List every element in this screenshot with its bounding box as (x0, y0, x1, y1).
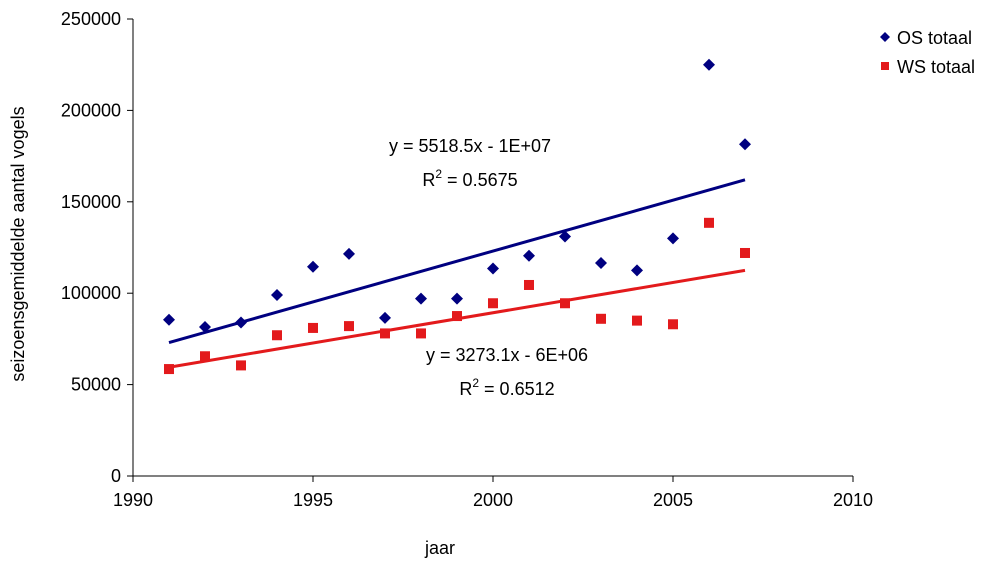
y-tick-label: 200000 (61, 100, 121, 120)
data-point-ws (704, 217, 714, 228)
trendline-equation-os: y = 5518.5x - 1E+07 (389, 136, 551, 156)
trendline-equations: y = 5518.5x - 1E+07 R2 = 0.5675 y = 3273.1… (389, 136, 588, 399)
trendlines (168, 178, 746, 369)
y-tick-label: 50000 (71, 375, 121, 395)
data-point-os (631, 264, 643, 277)
data-point-ws (488, 298, 498, 309)
data-point-ws (596, 313, 606, 324)
data-point-ws (524, 279, 534, 290)
data-point-os (307, 260, 319, 273)
data-point-ws (200, 351, 210, 362)
y-axis-title: seizoensgemiddelde aantal vogels (8, 106, 28, 381)
data-point-os (271, 289, 283, 302)
data-point-ws (344, 321, 354, 332)
data-point-os (379, 311, 391, 324)
data-point-ws (164, 364, 174, 375)
data-point-os (595, 257, 607, 270)
data-point-os (199, 321, 211, 334)
trendline-r2-os: R2 = 0.5675 (422, 167, 517, 190)
data-point-os (739, 138, 751, 151)
data-point-ws (272, 330, 282, 341)
y-tick-label: 100000 (61, 283, 121, 303)
y-tick-label: 250000 (61, 9, 121, 29)
data-points (163, 58, 751, 375)
x-tick-label: 1995 (293, 490, 333, 510)
legend: OS totaal WS totaal (880, 28, 975, 77)
data-point-ws (560, 298, 570, 309)
data-point-os (559, 230, 571, 243)
legend-label-ws: WS totaal (897, 57, 975, 77)
data-point-os (415, 292, 427, 305)
data-point-ws (416, 328, 426, 339)
x-axis-ticks: 1990 1995 2000 2005 2010 (113, 476, 873, 510)
data-point-os (451, 292, 463, 305)
data-point-ws (452, 311, 462, 322)
legend-marker-ws (881, 62, 889, 70)
trendline-os (168, 178, 746, 344)
y-axis-ticks: 0 50000 100000 150000 200000 250000 (61, 9, 133, 486)
x-axis-title: jaar (424, 538, 455, 558)
data-point-ws (236, 360, 246, 371)
x-tick-label: 2005 (653, 490, 693, 510)
data-point-ws (632, 315, 642, 326)
data-point-ws (308, 322, 318, 333)
legend-label-os: OS totaal (897, 28, 972, 48)
data-point-os (703, 58, 715, 71)
y-tick-label: 0 (111, 466, 121, 486)
data-point-os (523, 249, 535, 262)
data-point-os (487, 262, 499, 275)
data-point-ws (740, 247, 750, 258)
data-point-ws (668, 319, 678, 330)
trendline-r2-ws: R2 = 0.6512 (459, 376, 554, 399)
plot-area (132, 19, 853, 477)
x-tick-label: 2000 (473, 490, 513, 510)
data-point-os (163, 313, 175, 326)
x-tick-label: 1990 (113, 490, 153, 510)
data-point-os (235, 316, 247, 329)
y-tick-label: 150000 (61, 192, 121, 212)
data-point-os (667, 232, 679, 245)
data-point-os (343, 247, 355, 260)
data-point-ws (380, 328, 390, 339)
trendline-equation-ws: y = 3273.1x - 6E+06 (426, 345, 588, 365)
legend-marker-os (880, 32, 890, 42)
x-tick-label: 2010 (833, 490, 873, 510)
